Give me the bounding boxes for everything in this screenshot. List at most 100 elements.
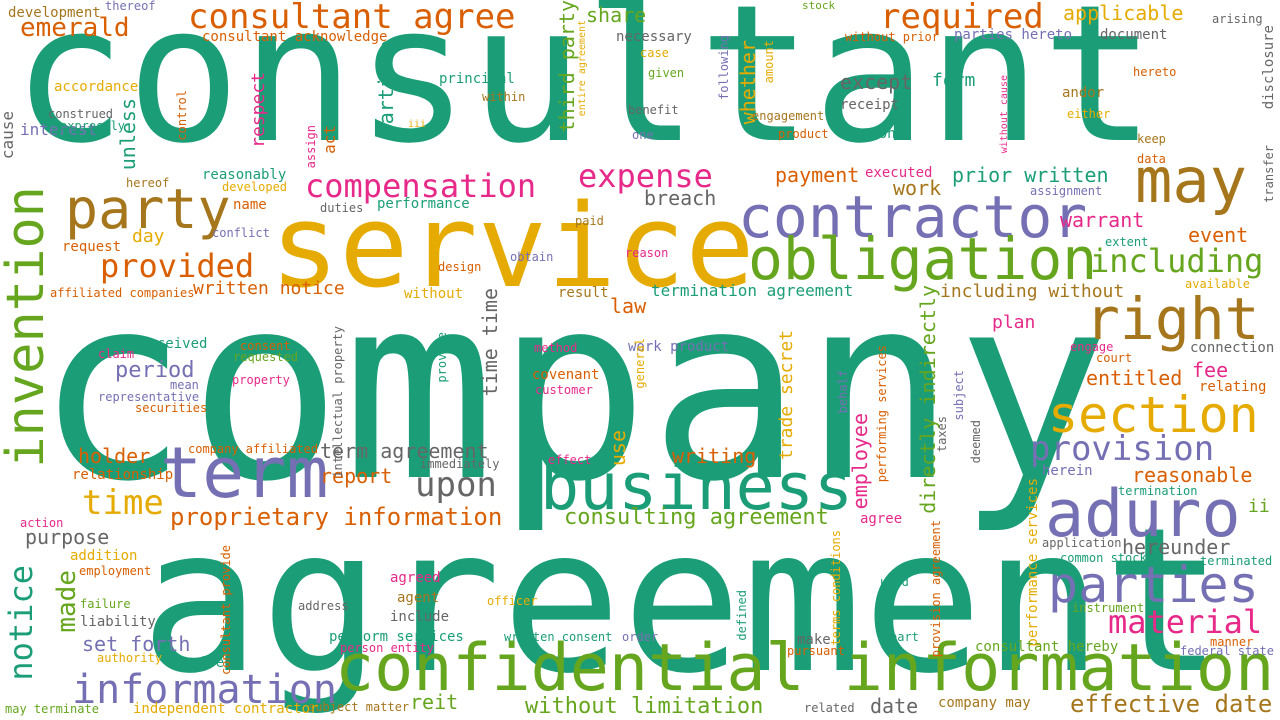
word-requested: requested bbox=[233, 350, 299, 364]
word-thereof: thereof bbox=[105, 0, 156, 13]
word-result: result bbox=[558, 285, 609, 301]
word-include: include bbox=[390, 609, 450, 625]
word-engagement: engagement bbox=[752, 109, 825, 123]
word-extent: extent bbox=[1105, 235, 1149, 249]
word-report: report bbox=[320, 464, 393, 488]
word-third-party: third party bbox=[555, 0, 579, 133]
word-may-terminate: may terminate bbox=[5, 702, 99, 716]
word-person: person bbox=[845, 126, 896, 142]
word-event: event bbox=[1188, 223, 1249, 247]
word-herein: herein bbox=[1042, 463, 1093, 479]
word-respect: respect bbox=[248, 72, 269, 148]
word-reit: reit bbox=[410, 690, 459, 714]
word-company-affiliated: company affiliated bbox=[188, 442, 319, 456]
word-independent-contractor: independent contractor bbox=[133, 701, 319, 717]
word-without-limitation: without limitation bbox=[525, 694, 764, 719]
word-confidential-information: confidential information bbox=[335, 631, 1275, 706]
word-date: date bbox=[870, 694, 919, 718]
word-disclosure: disclosure bbox=[1261, 25, 1277, 110]
word-executed: executed bbox=[865, 165, 933, 181]
word-performance: performance bbox=[377, 196, 470, 212]
word-entitled: entitled bbox=[1086, 366, 1183, 390]
word-performing-services: performing services bbox=[875, 345, 889, 483]
word-method: method bbox=[534, 341, 578, 355]
word-contractor: contractor bbox=[738, 183, 1088, 251]
word-conflict: conflict bbox=[212, 226, 270, 240]
word-accordance: accordance bbox=[54, 79, 139, 95]
word-assignment: assignment bbox=[1030, 184, 1103, 198]
word-terminated: terminated bbox=[1200, 554, 1273, 568]
word-form: form bbox=[932, 70, 976, 91]
word-agent: agent bbox=[397, 590, 440, 606]
word-hereof: hereof bbox=[126, 176, 170, 190]
word-address: address bbox=[298, 599, 349, 613]
word-agree: agree bbox=[860, 511, 903, 527]
word-terms-conditions: terms conditions bbox=[829, 530, 843, 646]
word-entire-agreement: entire agreement bbox=[577, 20, 588, 117]
word-material: material bbox=[1108, 603, 1263, 641]
word-within: within bbox=[482, 90, 526, 104]
word-fee: fee bbox=[1192, 358, 1229, 382]
word-order: order bbox=[622, 630, 659, 644]
word-term: term bbox=[160, 432, 329, 514]
word-provided: provided bbox=[100, 247, 255, 285]
word-assign: assign bbox=[304, 125, 318, 169]
word-termination-agreement: termination agreement bbox=[651, 281, 854, 300]
word-holder: holder bbox=[78, 444, 151, 468]
word-engage: engage bbox=[1070, 340, 1114, 354]
word-obtain: obtain bbox=[510, 250, 554, 264]
word-arising: arising bbox=[1212, 12, 1263, 26]
word-day: day bbox=[132, 226, 165, 247]
word-reasonable: reasonable bbox=[1132, 463, 1253, 487]
word-intellectual-property: intellectual property bbox=[331, 326, 345, 478]
word-transfer: transfer bbox=[1262, 145, 1276, 203]
word-used: used bbox=[880, 575, 909, 589]
word-plan: plan bbox=[992, 312, 1036, 333]
word-written-consent: written consent bbox=[504, 630, 613, 644]
word-except: except bbox=[840, 70, 913, 94]
word-development: development bbox=[8, 5, 101, 21]
word-time-time: time time bbox=[478, 288, 502, 397]
word-right: right bbox=[1085, 285, 1260, 353]
word-trade-secret: trade secret bbox=[776, 330, 797, 461]
word-provision: provision bbox=[1030, 429, 1215, 469]
word-provision-agreement: provision agreement bbox=[929, 520, 943, 658]
word-representative: representative bbox=[98, 390, 200, 404]
word-term-agreement: term agreement bbox=[320, 439, 489, 463]
word-following: following bbox=[717, 35, 731, 101]
word-subject-matter: subject matter bbox=[308, 700, 410, 714]
word-authority: authority bbox=[97, 651, 163, 665]
word-name: name bbox=[233, 197, 267, 213]
word-behalf: behalf bbox=[836, 370, 850, 414]
word-receipt: receipt bbox=[840, 97, 900, 113]
word-aduro: aduro bbox=[1045, 477, 1241, 552]
word-general: general bbox=[633, 338, 647, 389]
word-time: time bbox=[82, 483, 164, 523]
word-company: company bbox=[35, 241, 1110, 538]
word-taxes: taxes bbox=[935, 416, 949, 453]
word-upon: upon bbox=[415, 465, 497, 505]
word-manner: manner bbox=[1210, 635, 1254, 649]
word-one: one bbox=[632, 128, 654, 142]
word-part: part bbox=[890, 630, 919, 644]
word-addition: addition bbox=[70, 548, 138, 564]
word-consultant-acknowledge: consultant acknowledge bbox=[202, 29, 388, 45]
word-emerald: emerald bbox=[20, 13, 130, 43]
word-instrument: instrument bbox=[1072, 601, 1145, 615]
word-make: make bbox=[797, 632, 831, 648]
word-payment: payment bbox=[775, 163, 860, 187]
word-information: information bbox=[72, 667, 337, 713]
word-reasonably: reasonably bbox=[202, 167, 287, 183]
word-consultant-agree: consultant agree bbox=[188, 0, 516, 37]
word-pursuant: pursuant bbox=[787, 644, 845, 658]
word-compensation: compensation bbox=[305, 167, 537, 205]
word-subject: subject bbox=[952, 370, 966, 421]
word-action: action bbox=[20, 516, 64, 530]
word-performance-services: performance services bbox=[1025, 478, 1041, 647]
word-deemed: deemed bbox=[969, 420, 983, 464]
word-principal: principal bbox=[439, 71, 515, 87]
word-agreed: agreed bbox=[390, 570, 441, 586]
word-given: given bbox=[648, 66, 685, 80]
word-including: including bbox=[1090, 242, 1264, 280]
